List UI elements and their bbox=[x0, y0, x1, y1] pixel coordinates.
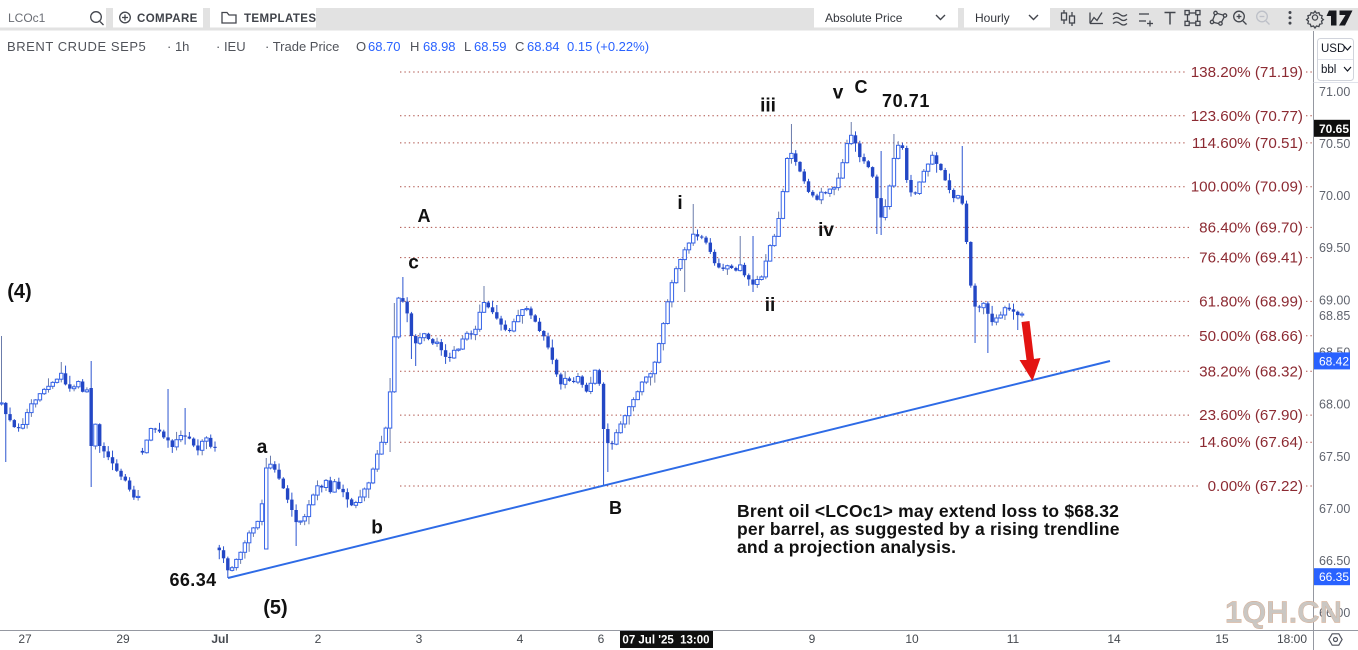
svg-text:69.50: 69.50 bbox=[1319, 241, 1350, 255]
svg-text:b: b bbox=[371, 518, 383, 539]
svg-text:iii: iii bbox=[760, 96, 776, 117]
svg-text:15: 15 bbox=[1215, 632, 1229, 646]
svg-text:07 Jul '25 13:00: 07 Jul '25 13:00 bbox=[622, 635, 709, 647]
svg-text:Brent oil <LCOc1> may extend l: Brent oil <LCOc1> may extend loss to $68… bbox=[737, 501, 1119, 521]
svg-text:A: A bbox=[418, 206, 431, 226]
svg-text:123.60% (70.77): 123.60% (70.77) bbox=[1191, 108, 1303, 125]
svg-text:71.00: 71.00 bbox=[1319, 85, 1350, 99]
svg-text:70.71: 70.71 bbox=[882, 91, 930, 111]
svg-text:11: 11 bbox=[1007, 632, 1020, 646]
svg-text:(5): (5) bbox=[263, 597, 287, 619]
svg-text:Hourly: Hourly bbox=[975, 11, 1010, 25]
svg-text:iv: iv bbox=[818, 220, 834, 241]
svg-text:66.00: 66.00 bbox=[1319, 606, 1350, 620]
svg-text:(4): (4) bbox=[7, 281, 31, 303]
svg-text:v: v bbox=[833, 83, 844, 104]
svg-text:29: 29 bbox=[116, 632, 130, 646]
svg-text:i: i bbox=[677, 193, 682, 214]
svg-text:66.50: 66.50 bbox=[1319, 554, 1350, 568]
svg-text:per barrel, as suggested by a: per barrel, as suggested by a rising tre… bbox=[737, 519, 1120, 539]
svg-text:6: 6 bbox=[598, 632, 605, 646]
svg-text:27: 27 bbox=[18, 632, 32, 646]
svg-text:14.60% (67.64): 14.60% (67.64) bbox=[1199, 434, 1303, 451]
svg-text:61.80% (68.99): 61.80% (68.99) bbox=[1199, 293, 1303, 310]
svg-text:14: 14 bbox=[1107, 632, 1121, 646]
svg-text:10: 10 bbox=[905, 632, 919, 646]
svg-text:1QH.CN: 1QH.CN bbox=[1225, 595, 1342, 630]
svg-text:0.00% (67.22): 0.00% (67.22) bbox=[1208, 478, 1303, 495]
svg-text:bbl: bbl bbox=[1321, 64, 1336, 76]
svg-text:50.00% (68.66): 50.00% (68.66) bbox=[1199, 328, 1303, 345]
svg-text:67.00: 67.00 bbox=[1319, 502, 1350, 516]
svg-text:38.20% (68.32): 38.20% (68.32) bbox=[1199, 363, 1303, 380]
svg-text:B: B bbox=[609, 498, 622, 518]
svg-text:138.20% (71.19): 138.20% (71.19) bbox=[1191, 64, 1303, 81]
svg-text:4: 4 bbox=[517, 632, 524, 646]
svg-text:68.42: 68.42 bbox=[1319, 354, 1349, 368]
svg-text:COMPARE: COMPARE bbox=[137, 13, 198, 25]
svg-text:3: 3 bbox=[416, 632, 423, 646]
svg-text:2: 2 bbox=[315, 632, 322, 646]
svg-text:70.50: 70.50 bbox=[1319, 137, 1350, 151]
svg-text:LCOc1: LCOc1 bbox=[8, 11, 46, 25]
svg-text:70.65: 70.65 bbox=[1319, 122, 1349, 136]
svg-text:100.00% (70.09): 100.00% (70.09) bbox=[1191, 179, 1303, 196]
svg-text:68.00: 68.00 bbox=[1319, 398, 1350, 412]
svg-text:76.40% (69.41): 76.40% (69.41) bbox=[1199, 250, 1303, 267]
svg-text:BRENT CRUDE SEP5· 1h· IEU· Tra: BRENT CRUDE SEP5 · 1h · IEU · Trade Price O 6… bbox=[7, 39, 649, 54]
svg-text:70.00: 70.00 bbox=[1319, 189, 1350, 203]
svg-text:18:00: 18:00 bbox=[1277, 632, 1307, 646]
svg-text:and a projection analysis.: and a projection analysis. bbox=[737, 537, 956, 557]
svg-text:66.34: 66.34 bbox=[169, 570, 216, 590]
svg-text:66.35: 66.35 bbox=[1319, 570, 1349, 584]
svg-text:69.00: 69.00 bbox=[1319, 293, 1350, 307]
svg-text:TEMPLATES: TEMPLATES bbox=[244, 13, 316, 25]
svg-text:ii: ii bbox=[765, 295, 776, 316]
svg-text:23.60% (67.90): 23.60% (67.90) bbox=[1199, 407, 1303, 424]
svg-text:USD: USD bbox=[1321, 43, 1345, 55]
svg-text:9: 9 bbox=[809, 632, 816, 646]
svg-text:C: C bbox=[855, 77, 868, 97]
svg-text:114.60% (70.51): 114.60% (70.51) bbox=[1192, 135, 1303, 152]
svg-text:86.40% (69.70): 86.40% (69.70) bbox=[1199, 219, 1303, 236]
svg-text:Jul: Jul bbox=[211, 632, 228, 646]
svg-text:Absolute Price: Absolute Price bbox=[825, 11, 903, 25]
svg-text:a: a bbox=[257, 437, 268, 458]
svg-text:67.50: 67.50 bbox=[1319, 450, 1350, 464]
svg-text:68.85: 68.85 bbox=[1319, 309, 1350, 323]
svg-text:c: c bbox=[408, 253, 419, 274]
